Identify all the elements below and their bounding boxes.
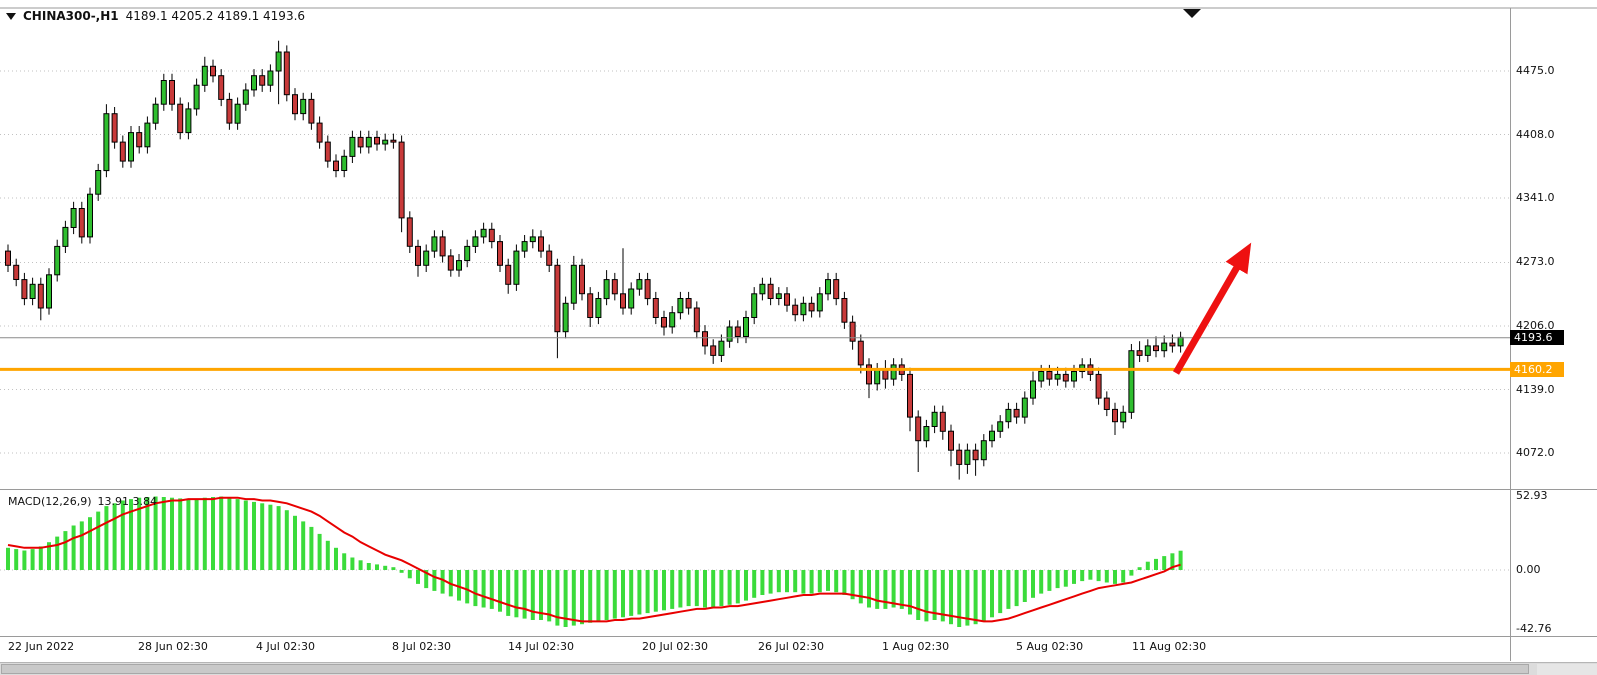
x-axis-tick: 14 Jul 02:30 bbox=[508, 640, 574, 653]
x-axis-tick: 20 Jul 02:30 bbox=[642, 640, 708, 653]
symbol-label: CHINA300-,H1 bbox=[23, 9, 119, 23]
macd-axis-tick: 0.00 bbox=[1516, 563, 1541, 576]
x-axis-tick: 26 Jul 02:30 bbox=[758, 640, 824, 653]
y-axis-tick: 4341.0 bbox=[1516, 191, 1555, 205]
trend-arrow[interactable] bbox=[1172, 242, 1252, 375]
x-axis-tick: 1 Aug 02:30 bbox=[882, 640, 950, 653]
scrollbar-corner bbox=[1537, 664, 1597, 675]
macd-name: MACD(12,26,9) bbox=[8, 495, 92, 508]
hline-price-tag[interactable]: 4160.2 bbox=[1510, 361, 1564, 377]
current-price-tag: 4193.6 bbox=[1510, 330, 1564, 346]
macd-indicator-label: MACD(12,26,9) 13.91 3.84 bbox=[8, 495, 157, 508]
macd-axis-tick: -42.76 bbox=[1516, 622, 1552, 636]
ohlc-quote: 4189.1 4205.2 4189.1 4193.6 bbox=[125, 9, 306, 23]
y-axis-tick: 4072.0 bbox=[1516, 446, 1555, 460]
x-axis-tick: 28 Jun 02:30 bbox=[138, 640, 208, 653]
chart-shift-marker-icon[interactable] bbox=[1183, 9, 1201, 18]
macd-values: 13.91 3.84 bbox=[97, 495, 158, 508]
x-axis-tick: 4 Jul 02:30 bbox=[256, 640, 315, 653]
scrollbar-thumb[interactable] bbox=[1, 664, 1529, 674]
x-axis-tick: 8 Jul 02:30 bbox=[392, 640, 451, 653]
y-axis-tick: 4475.0 bbox=[1516, 64, 1555, 77]
y-axis-tick: 4139.0 bbox=[1516, 382, 1555, 396]
horizontal-scrollbar[interactable] bbox=[0, 662, 1597, 675]
symbol-dropdown-icon[interactable] bbox=[6, 12, 16, 20]
x-axis-tick: 11 Aug 02:30 bbox=[1132, 640, 1207, 653]
x-axis-tick: 5 Aug 02:30 bbox=[1016, 640, 1084, 653]
y-axis-tick: 4206.0 bbox=[1516, 319, 1555, 332]
chart-header: CHINA300-,H1 4189.1 4205.2 4189.1 4193.6 bbox=[6, 9, 305, 23]
y-axis-tick: 4408.0 bbox=[1516, 127, 1555, 141]
y-axis-tick: 4273.0 bbox=[1516, 255, 1555, 269]
x-axis-tick: 22 Jun 2022 bbox=[8, 640, 75, 653]
macd-axis-tick: 52.93 bbox=[1516, 489, 1548, 503]
